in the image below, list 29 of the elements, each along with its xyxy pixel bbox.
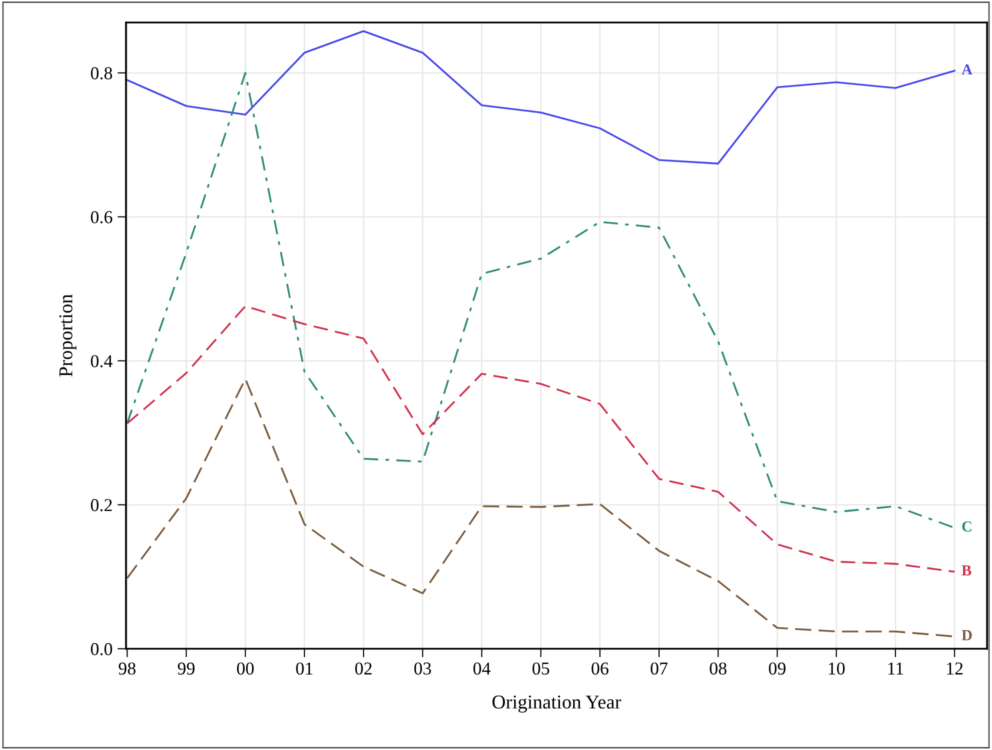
y-tick-label: 0.8	[90, 67, 112, 80]
x-tick-label: 06	[592, 662, 608, 675]
line-series	[126, 305, 956, 573]
x-tick-label: 11	[888, 662, 904, 674]
x-tick-label: 99	[178, 662, 195, 675]
y-tick-label: 0.0	[90, 643, 112, 656]
series-label: C	[962, 521, 972, 532]
x-tick-label: 10	[828, 662, 845, 675]
line-series	[126, 30, 956, 164]
series-label: B	[962, 565, 972, 576]
x-tick-label: 01	[296, 662, 312, 675]
x-tick-label: 03	[414, 662, 431, 675]
x-tick-label: 07	[650, 662, 668, 675]
x-tick-label: 00	[237, 662, 254, 675]
x-tick-label: 05	[532, 662, 550, 675]
x-tick-label: 98	[118, 662, 136, 675]
x-tick-label: 12	[947, 662, 963, 674]
x-tick-label: 08	[710, 662, 726, 675]
y-tick-label: 0.2	[90, 499, 112, 512]
series-label: A	[962, 64, 972, 74]
series-label: D	[962, 630, 972, 640]
line-series	[126, 72, 956, 529]
x-tick-label: 02	[355, 662, 372, 675]
y-tick-label: 0.4	[90, 355, 113, 368]
x-axis-title: Origination Year	[492, 696, 622, 713]
y-axis-title: Proportion	[59, 294, 76, 377]
y-tick-label: 0.6	[90, 211, 112, 224]
x-tick-label: 09	[768, 662, 786, 675]
x-tick-label: 04	[473, 662, 490, 675]
